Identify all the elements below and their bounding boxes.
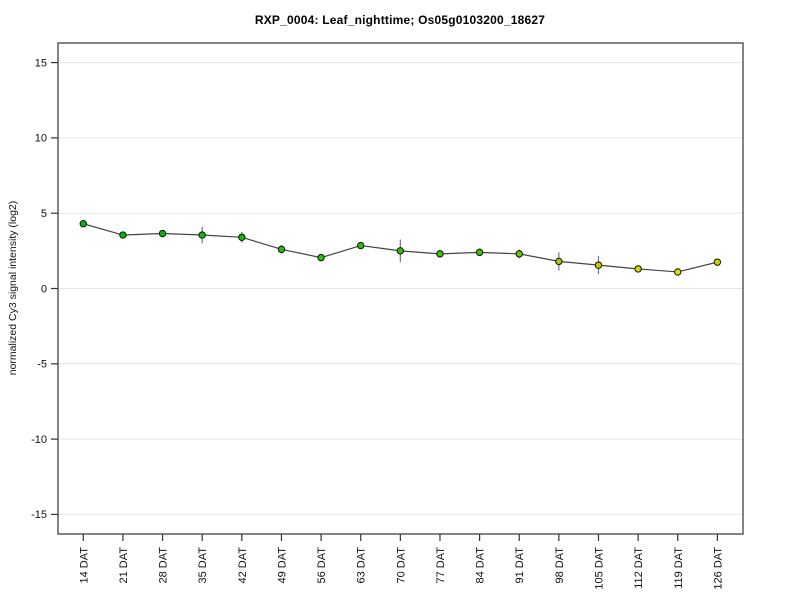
chart-title: RXP_0004: Leaf_nighttime; Os05g0103200_1… — [254, 13, 546, 27]
data-point — [713, 258, 722, 266]
x-tick-label: 126 DAT — [712, 547, 724, 590]
data-point — [277, 245, 286, 254]
data-point — [317, 253, 325, 262]
x-tick-label: 28 DAT — [158, 547, 170, 584]
x-tick-label: 105 DAT — [593, 547, 605, 590]
data-point — [119, 231, 127, 239]
x-tick-label: 42 DAT — [237, 547, 249, 584]
data-point — [198, 231, 206, 239]
x-tick-label: 91 DAT — [514, 547, 526, 584]
x-tick-label: 98 DAT — [554, 547, 566, 584]
x-tick-label: 35 DAT — [197, 547, 209, 584]
y-tick-label: -15 — [31, 509, 47, 521]
data-point — [674, 268, 682, 276]
x-tick-label: 84 DAT — [475, 547, 487, 584]
y-tick-label: 10 — [35, 133, 47, 145]
y-tick-label: -5 — [37, 359, 47, 371]
x-tick-label: 112 DAT — [633, 547, 645, 589]
data-point — [436, 250, 444, 258]
y-tick-label: -10 — [31, 434, 47, 446]
data-point — [79, 220, 88, 228]
x-tick-label: 63 DAT — [356, 547, 368, 584]
x-tick-label: 70 DAT — [395, 547, 407, 584]
y-tick-label: 15 — [35, 57, 47, 69]
data-point — [594, 261, 603, 269]
x-tick-label: 14 DAT — [78, 547, 90, 584]
y-tick-label: 0 — [41, 283, 47, 295]
data-point — [475, 248, 484, 257]
data-point — [515, 250, 523, 258]
data-point — [396, 247, 405, 255]
y-tick-label: 5 — [41, 208, 47, 220]
x-tick-label: 49 DAT — [276, 547, 288, 584]
data-point — [634, 265, 642, 273]
data-point — [158, 229, 167, 238]
x-tick-label: 56 DAT — [316, 547, 328, 584]
x-tick-label: 77 DAT — [435, 547, 447, 584]
data-point — [238, 233, 246, 241]
x-tick-label: 119 DAT — [673, 547, 685, 589]
x-tick-label: 21 DAT — [118, 547, 130, 584]
data-point — [555, 257, 563, 266]
data-point — [357, 241, 365, 250]
